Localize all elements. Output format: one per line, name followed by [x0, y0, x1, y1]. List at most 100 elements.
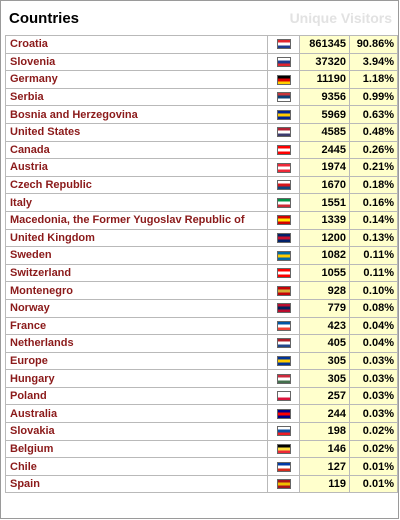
slovakia-flag-icon [276, 426, 291, 437]
visitor-percent: 0.10% [349, 281, 398, 300]
serbia-flag-icon [276, 92, 291, 103]
visitor-percent: 0.03% [349, 404, 398, 424]
flag-cell [267, 369, 300, 388]
visitor-count: 1670 [299, 175, 350, 195]
visitor-count: 928 [299, 281, 350, 300]
chile-flag-icon [276, 461, 291, 472]
canada-flag-icon [276, 144, 291, 155]
country-name: Austria [5, 158, 268, 177]
table-row: Montenegro 928 0.10% [5, 281, 398, 300]
visitor-count: 779 [299, 298, 350, 318]
table-row: Czech Republic 1670 0.18% [5, 175, 398, 195]
norway-flag-icon [276, 303, 291, 314]
france-flag-icon [276, 320, 291, 331]
visitor-count: 305 [299, 369, 350, 388]
flag-cell [267, 87, 300, 107]
visitor-percent: 0.26% [349, 140, 398, 160]
flag-cell [267, 298, 300, 318]
table-row: Bosnia and Herzegovina 5969 0.63% [5, 105, 398, 124]
country-name: Switzerland [5, 263, 268, 283]
flag-cell [267, 439, 300, 459]
country-name: Slovakia [5, 422, 268, 441]
bosnia-flag-icon [276, 109, 291, 120]
visitor-percent: 0.08% [349, 298, 398, 318]
table-row: Austria 1974 0.21% [5, 158, 398, 177]
table-row: Serbia 9356 0.99% [5, 87, 398, 107]
table-row: United States 4585 0.48% [5, 122, 398, 142]
table-row: Canada 2445 0.26% [5, 140, 398, 160]
visitor-count: 257 [299, 386, 350, 406]
country-name: Norway [5, 298, 268, 318]
visitor-percent: 0.01% [349, 457, 398, 476]
country-name: Germany [5, 70, 268, 89]
montenegro-flag-icon [276, 285, 291, 296]
hungary-flag-icon [276, 373, 291, 384]
visitor-percent: 0.16% [349, 193, 398, 212]
flag-cell [267, 316, 300, 336]
belgium-flag-icon [276, 444, 291, 455]
visitor-count: 4585 [299, 122, 350, 142]
unique-visitors-label: Unique Visitors [289, 10, 392, 26]
poland-flag-icon [276, 391, 291, 402]
flag-cell [267, 404, 300, 424]
table-row: Belgium 146 0.02% [5, 439, 398, 459]
visitor-count: 1055 [299, 263, 350, 283]
visitor-count: 244 [299, 404, 350, 424]
flag-cell [267, 122, 300, 142]
visitor-count: 1551 [299, 193, 350, 212]
visitor-percent: 0.63% [349, 105, 398, 124]
flag-cell [267, 474, 300, 494]
australia-flag-icon [276, 408, 291, 419]
visitor-percent: 90.86% [349, 35, 398, 54]
flag-cell [267, 281, 300, 300]
table-row: France 423 0.04% [5, 316, 398, 336]
table-row: Switzerland 1055 0.11% [5, 263, 398, 283]
visitor-percent: 0.03% [349, 369, 398, 388]
visitor-percent: 1.18% [349, 70, 398, 89]
country-name: Czech Republic [5, 175, 268, 195]
table-row: Hungary 305 0.03% [5, 369, 398, 388]
flag-cell [267, 422, 300, 441]
table-row: Chile 127 0.01% [5, 457, 398, 476]
visitor-percent: 0.14% [349, 210, 398, 230]
country-name: Poland [5, 386, 268, 406]
countries-table: Croatia 861345 90.86% Slovenia 37320 3.94% Ger… [5, 35, 398, 494]
table-row: Sweden 1082 0.11% [5, 246, 398, 265]
uk-flag-icon [276, 232, 291, 243]
visitor-percent: 0.01% [349, 474, 398, 494]
flag-cell [267, 193, 300, 212]
country-name: Bosnia and Herzegovina [5, 105, 268, 124]
country-name: Spain [5, 474, 268, 494]
country-name: Europe [5, 351, 268, 371]
visitor-percent: 0.03% [349, 386, 398, 406]
country-name: Netherlands [5, 334, 268, 353]
panel-title: Countries [9, 10, 80, 27]
visitor-count: 2445 [299, 140, 350, 160]
table-row: Germany 11190 1.18% [5, 70, 398, 89]
country-name: Chile [5, 457, 268, 476]
visitor-percent: 0.11% [349, 246, 398, 265]
visitor-count: 1974 [299, 158, 350, 177]
visitor-count: 423 [299, 316, 350, 336]
visitor-count: 119 [299, 474, 350, 494]
visitor-count: 1339 [299, 210, 350, 230]
visitor-count: 37320 [299, 52, 350, 72]
visitor-percent: 0.02% [349, 439, 398, 459]
visitor-percent: 0.11% [349, 263, 398, 283]
europe-flag-icon [276, 356, 291, 367]
netherlands-flag-icon [276, 338, 291, 349]
visitor-percent: 0.04% [349, 334, 398, 353]
country-name: Belgium [5, 439, 268, 459]
switzerland-flag-icon [276, 268, 291, 279]
table-row: Europe 305 0.03% [5, 351, 398, 371]
visitor-count: 9356 [299, 87, 350, 107]
table-row: Slovakia 198 0.02% [5, 422, 398, 441]
flag-cell [267, 228, 300, 248]
czech-flag-icon [276, 180, 291, 191]
country-name: Macedonia, the Former Yugoslav Republic … [5, 210, 268, 230]
countries-table-body: Croatia 861345 90.86% Slovenia 37320 3.94% Ger… [5, 35, 398, 494]
country-name: United States [5, 122, 268, 142]
spain-flag-icon [276, 479, 291, 490]
visitor-percent: 0.04% [349, 316, 398, 336]
